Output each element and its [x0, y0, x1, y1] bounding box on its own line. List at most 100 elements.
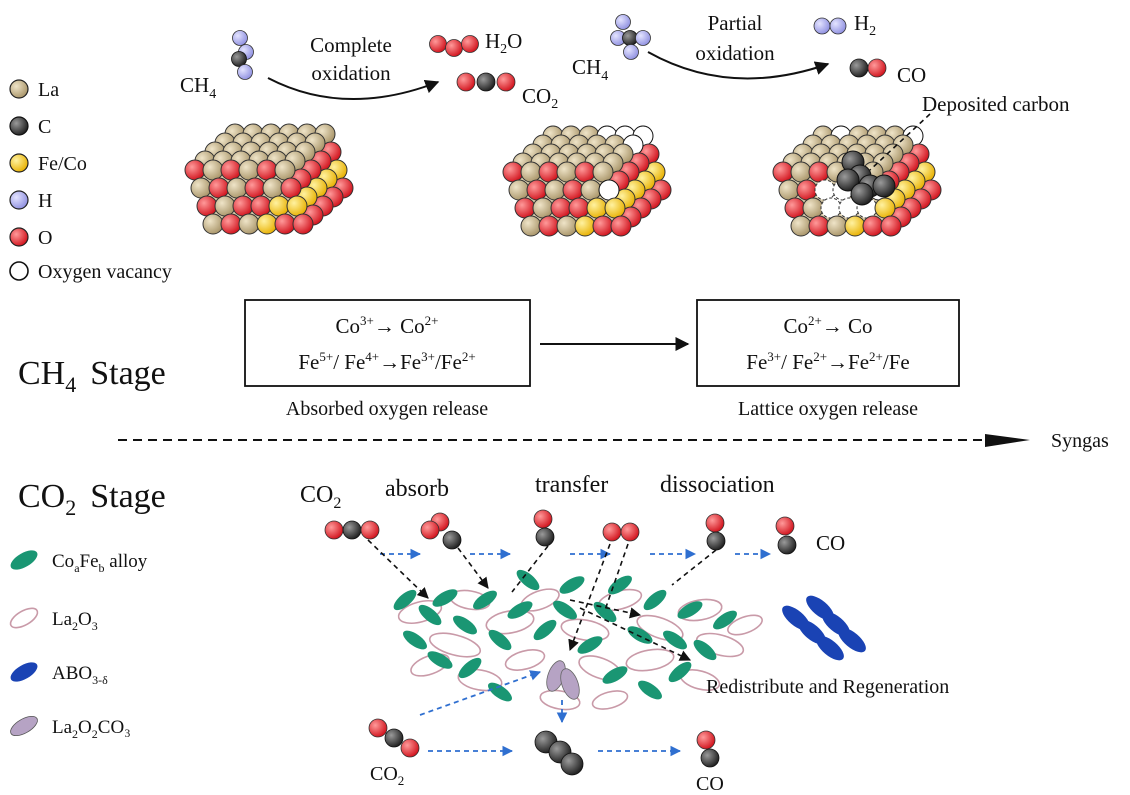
- lattice-atom: [796, 179, 818, 201]
- lattice-atom: [292, 213, 314, 235]
- lattice-atom: [238, 159, 260, 181]
- lattice-atom: [556, 215, 578, 237]
- lattice-atom: [274, 159, 296, 181]
- partial-oxidation-arrow: [647, 51, 830, 80]
- lattice-atom: [208, 177, 230, 199]
- legend-c-label: C: [38, 116, 51, 138]
- legend-o-label: O: [38, 227, 52, 249]
- legend-h-label: H: [38, 190, 52, 212]
- co2-molecule-absorbed: [420, 512, 462, 550]
- lattice-atom: [568, 197, 590, 219]
- co2-molecule-bottom: [368, 718, 420, 758]
- coafeb-alloy-particle: [473, 590, 497, 610]
- deposited-carbon-label: Deposited carbon: [922, 92, 1070, 116]
- lattice-atom: [184, 159, 206, 181]
- lattice-atom: [850, 182, 874, 206]
- absorb-step-label: absorb: [385, 476, 449, 502]
- coafeb-alloy-particle: [559, 576, 585, 594]
- lattice-atom: [802, 197, 824, 219]
- lattice-atom: [232, 195, 254, 217]
- lattice-atom: [226, 177, 248, 199]
- la2o3-particle: [727, 614, 763, 636]
- lattice-atom: [778, 179, 800, 201]
- coafeb-alloy-particle: [516, 569, 540, 591]
- coafeb-alloy-particle: [453, 615, 477, 635]
- la2o3-particle: [457, 668, 503, 692]
- co2-molecule-incoming: [324, 520, 380, 540]
- catalyst-particle-cluster: [393, 569, 763, 711]
- oxygen-vacancy-icon: [9, 261, 29, 281]
- abo3-regenerated-cluster: [782, 595, 866, 661]
- co2-label-bottom: CO2: [370, 763, 404, 788]
- h2-label: H2: [854, 11, 876, 39]
- la2o3-particle: [625, 648, 675, 672]
- coafeb-alloy-particle: [677, 601, 703, 619]
- la2o2co3-intermediate: [546, 660, 580, 700]
- la2o2co3-ellipse-icon: [10, 715, 38, 737]
- legend-la-label: La: [38, 79, 59, 101]
- carbon-cluster-bottom: [534, 730, 584, 776]
- dissociation-step-label: dissociation: [660, 472, 775, 498]
- o-atom-icon: [9, 227, 29, 247]
- redistribute-regeneration-label: Redistribute and Regeneration: [706, 676, 949, 698]
- lattice-atom: [520, 215, 542, 237]
- ch4-label-2: CH4: [572, 55, 608, 84]
- lattice-atom: [874, 197, 896, 219]
- perovskite-crystal-initial: [184, 123, 354, 235]
- lattice-atom: [250, 195, 272, 217]
- lattice-atom: [808, 161, 830, 183]
- coafeb-alloy-particle: [533, 619, 557, 641]
- material-legend: CoaFeb alloy La2O3 ABO3-δ La2O2CO₃: [9, 550, 148, 741]
- lattice-atom: [514, 197, 536, 219]
- la2o3-particle: [591, 690, 629, 710]
- lattice-atom: [592, 161, 614, 183]
- coafeb-alloy-particle: [418, 604, 442, 626]
- lattice-atom: [520, 161, 542, 183]
- la2o3-particle: [504, 649, 546, 671]
- h2-molecule: [813, 17, 847, 35]
- lattice-atom: [280, 177, 302, 199]
- lattice-atom: [836, 168, 860, 192]
- ch4-molecule-2: [610, 14, 651, 60]
- la2o3-particle: [410, 653, 450, 677]
- box1-line1: Co3+→ Co2+: [336, 313, 439, 338]
- lattice-atom: [562, 179, 584, 201]
- lattice-atom: [256, 159, 278, 181]
- complete-oxidation-label-line1: Complete: [310, 33, 392, 57]
- coafeb-alloy-particle: [577, 636, 603, 654]
- co2-to-carbonate-arrow: [419, 670, 542, 716]
- coafeb-alloy-particle: [393, 589, 417, 611]
- lattice-atom: [790, 161, 812, 183]
- coafeb-alloy-particle: [602, 666, 628, 684]
- lattice-atom: [556, 161, 578, 183]
- coafeb-alloy-particle: [488, 629, 512, 651]
- coafeb-alloy-particle: [643, 589, 667, 611]
- coafeb-alloy-particle: [403, 630, 427, 650]
- c-atom-icon: [9, 116, 29, 136]
- la-atom-icon: [9, 79, 29, 99]
- h-atom-icon: [9, 190, 29, 210]
- lattice-atom: [772, 161, 794, 183]
- lattice-atom: [190, 177, 212, 199]
- lattice-atom: [526, 179, 548, 201]
- la2o3-particle: [485, 609, 535, 635]
- lattice-atom: [502, 161, 524, 183]
- lattice-atom: [286, 195, 308, 217]
- coafeb-alloy-particle: [608, 575, 632, 595]
- lattice-atom: [238, 213, 260, 235]
- absorbed-oxygen-release-caption: Absorbed oxygen release: [286, 398, 488, 420]
- box1-line2: Fe5+/ Fe4+→Fe3+/Fe2+: [298, 349, 475, 374]
- la2o3-particle: [695, 632, 745, 658]
- legend-vacancy-label: Oxygen vacancy: [38, 261, 172, 283]
- lattice-atom: [256, 213, 278, 235]
- complete-oxidation-label-line2: oxidation: [311, 61, 391, 85]
- lattice-atom: [196, 195, 218, 217]
- co2-step-label: CO2: [300, 482, 341, 512]
- atom-legend: La C Fe/Co H O Oxygen vacancy: [9, 79, 172, 283]
- co-molecule-dissociation: [705, 513, 726, 551]
- ch4-label-1: CH4: [180, 73, 216, 102]
- coafeb-alloy-particle: [427, 651, 453, 669]
- abo3-ellipse-icon: [10, 662, 38, 682]
- box2-line2: Fe3+/ Fe2+→Fe2+/Fe: [746, 349, 909, 374]
- co-product-label: CO: [816, 531, 845, 555]
